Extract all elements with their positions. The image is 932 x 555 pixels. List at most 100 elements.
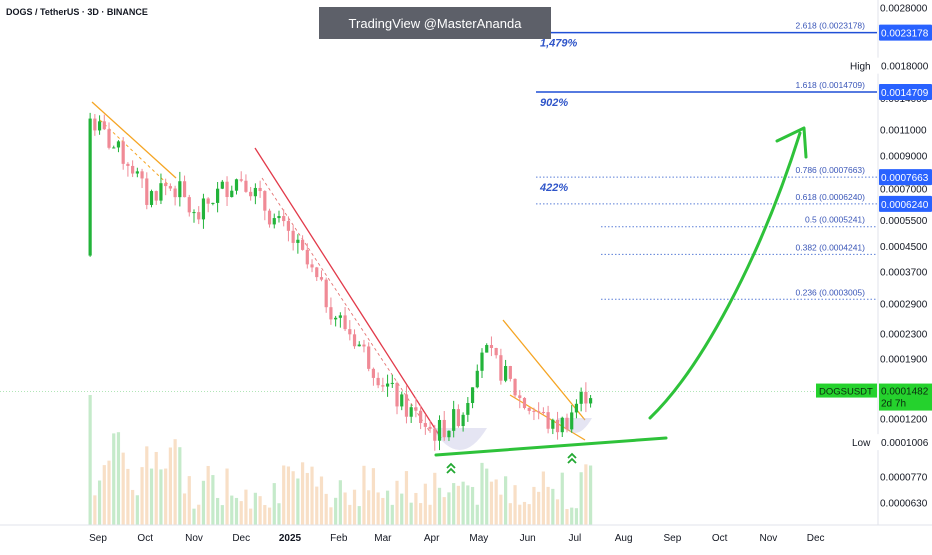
fib-price-tag <box>879 169 932 186</box>
fib-price-tag-text: 0.0006240 <box>881 200 929 211</box>
volume-bar <box>513 485 517 525</box>
low-label: Low <box>852 438 871 449</box>
y-tick-label: 0.0001900 <box>880 355 928 366</box>
x-tick-label: May <box>469 533 488 544</box>
candle-body <box>504 366 508 381</box>
x-tick-label: Dec <box>232 533 250 544</box>
projection-arrow-path <box>648 131 802 420</box>
volume-bar <box>173 439 177 525</box>
candle-body <box>305 249 309 265</box>
candle-body <box>187 197 191 213</box>
candle-body <box>272 218 276 225</box>
candles-layer <box>88 112 593 451</box>
chevron-up-icon <box>567 452 577 464</box>
watermark: TradingView @MasterAnanda <box>319 7 551 39</box>
y-tick-label: 0.0000770 <box>880 473 928 484</box>
candle-body <box>537 411 541 413</box>
volume-bar <box>381 497 385 525</box>
candle-body <box>140 171 144 179</box>
candle-body <box>541 412 545 414</box>
orange-channel-upper <box>91 101 177 179</box>
candle-body <box>352 334 357 347</box>
y-tick-label: 0.0001200 <box>880 415 928 426</box>
candle-body <box>518 395 522 398</box>
volume-bar <box>456 485 460 525</box>
candle-body <box>263 191 267 211</box>
y-tick-label: 0.0011000 <box>880 125 927 136</box>
volume-bar <box>201 480 206 525</box>
candle-body <box>112 147 116 149</box>
candle-body <box>154 191 158 201</box>
candle-body <box>178 181 182 198</box>
volume-bar <box>452 483 456 525</box>
volume-bar <box>131 489 135 525</box>
volume-bar <box>107 460 111 525</box>
candle-body <box>220 181 224 189</box>
volume-bar <box>239 501 243 525</box>
candle-body <box>291 230 295 243</box>
candle-body <box>88 118 92 256</box>
orange-channel-lower <box>99 119 177 193</box>
fib-price-tag <box>879 195 932 212</box>
volume-bar <box>329 507 333 525</box>
drawings-layer <box>91 101 808 474</box>
volume-bar <box>263 505 267 525</box>
volume-bar <box>164 468 168 525</box>
x-tick-label: Sep <box>89 533 107 544</box>
volume-bar <box>220 505 224 525</box>
x-tick-label: Dec <box>807 533 825 544</box>
x-tick-label: Mar <box>374 533 392 544</box>
volume-bar <box>494 479 498 525</box>
y-tick-label: 0.0005500 <box>880 216 928 227</box>
volume-bar <box>475 504 479 525</box>
candle-body <box>338 315 342 318</box>
y-tick-label: 0.0007000 <box>880 184 928 195</box>
candle-body <box>282 216 286 222</box>
green-support-line <box>434 436 668 457</box>
symbol-tag-text: DOGSUSDT <box>819 387 873 398</box>
symbol-tag <box>816 383 877 398</box>
candle-body <box>164 183 168 187</box>
candle-body <box>319 277 324 280</box>
fib-label: 1.618 (0.0014709) <box>796 80 866 90</box>
volume-bar <box>187 476 191 525</box>
x-tick-label: Nov <box>760 533 778 544</box>
x-tick-label: Oct <box>137 533 153 544</box>
candle-body <box>551 419 555 429</box>
candle-body <box>230 190 234 198</box>
candle-body <box>485 345 489 353</box>
candle-body <box>277 216 281 219</box>
candle-body <box>201 198 206 220</box>
volume-bar <box>560 472 564 525</box>
candle-body <box>367 346 371 369</box>
y-tick-label: 0.0004500 <box>880 242 928 253</box>
candle-body <box>499 355 503 381</box>
x-tick-label: Jun <box>520 533 536 544</box>
fib-price-tag-text: 0.0023178 <box>881 29 929 40</box>
volume-bar <box>211 475 215 525</box>
candle-body <box>560 417 564 433</box>
x-tick-label: Aug <box>615 533 633 544</box>
volume-bar <box>300 462 305 525</box>
volume-bar <box>126 468 130 525</box>
candle-body <box>107 129 111 148</box>
volume-bar <box>168 447 172 525</box>
candle-body <box>508 366 512 379</box>
low-tag-bg <box>848 434 932 451</box>
candle-body <box>182 181 187 198</box>
volume-bar <box>112 433 116 525</box>
candle-body <box>296 239 300 243</box>
candle-body <box>461 414 465 427</box>
candle-body <box>149 191 154 205</box>
candle-body <box>239 179 243 181</box>
low-value: 0.0001006 <box>881 438 929 449</box>
candle-body <box>400 394 404 407</box>
y-tick-label: 0.0009000 <box>880 152 928 163</box>
x-tick-label: Nov <box>185 533 203 544</box>
candle-body <box>192 212 196 214</box>
volume-bar <box>296 478 300 525</box>
candle-body <box>565 417 569 430</box>
x-tick-label: Oct <box>712 533 728 544</box>
current-price-tag <box>879 383 932 411</box>
